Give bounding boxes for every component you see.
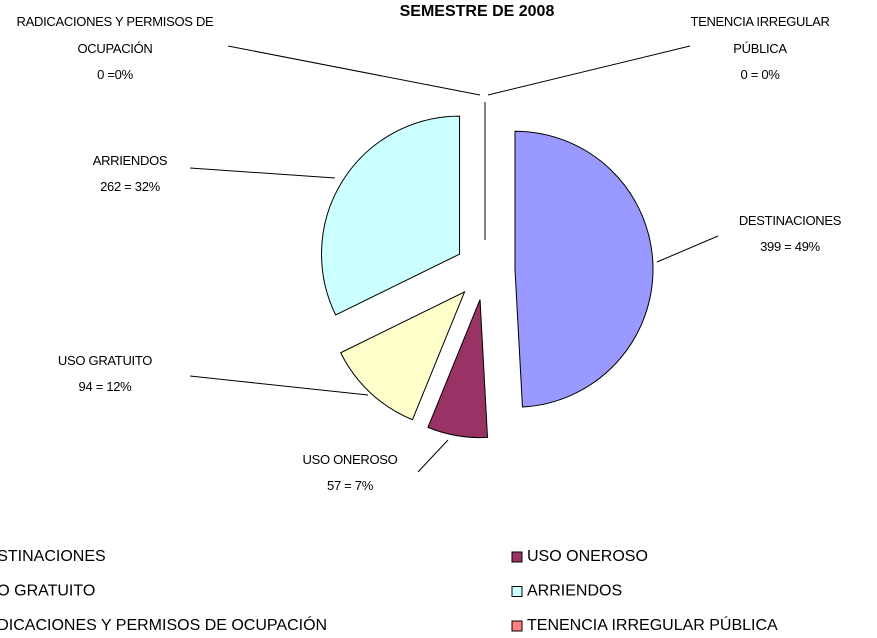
data-label-name: ARRIENDOS [92, 153, 168, 168]
leader-line [417, 439, 449, 473]
data-label-name: DESTINACIONES [738, 213, 842, 228]
pie-slice [321, 115, 461, 316]
leader-line [227, 45, 481, 96]
legend-label: ARRIENDOS [527, 583, 622, 600]
leader-line [189, 375, 369, 396]
legend-swatch [511, 551, 523, 563]
legend-label: RADICACIONES Y PERMISOS DE OCUPACIÓN [0, 615, 327, 634]
data-label-value: 0 = 0% [740, 67, 780, 82]
data-label: DESTINACIONES 399 = 49% [720, 207, 860, 260]
legend-swatch [511, 586, 523, 597]
pie-slice [340, 290, 466, 421]
leader-line [487, 45, 691, 96]
pie-slice [427, 299, 489, 439]
legend-swatch [511, 620, 523, 632]
data-label-name: RADICACIONES Y PERMISOS DE OCUPACIÓN [16, 14, 214, 56]
leader-line [189, 167, 336, 179]
data-label: RADICACIONES Y PERMISOS DE OCUPACIÓN 0 =0… [0, 8, 230, 88]
data-label-value: 57 = 7% [327, 478, 373, 493]
data-label-value: 262 = 32% [100, 179, 160, 194]
data-label: ARRIENDOS 262 = 32% [70, 147, 190, 200]
chart-title: SEMESTRE DE 2008 [400, 3, 555, 20]
leader-lines [189, 45, 719, 473]
data-label-value: 399 = 49% [760, 239, 820, 254]
data-label-name: USO ONEROSO [302, 452, 398, 467]
pie-slice [514, 130, 654, 408]
leader-line [656, 235, 719, 263]
data-label: USO GRATUITO 94 = 12% [40, 347, 170, 400]
data-label-value: 0 =0% [97, 67, 133, 82]
data-label-value: 94 = 12% [78, 379, 132, 394]
legend-label: USO ONEROSO [527, 548, 648, 565]
data-label: USO ONEROSO 57 = 7% [290, 446, 410, 499]
legend-label: USO GRATUITO [0, 583, 95, 600]
data-label: TENENCIA IRREGULAR PÚBLICA 0 = 0% [680, 8, 840, 88]
legend-label: TENENCIA IRREGULAR PÚBLICA [527, 615, 778, 634]
data-label-name: TENENCIA IRREGULAR PÚBLICA [690, 14, 830, 56]
data-label-name: USO GRATUITO [57, 353, 153, 368]
legend-label: DESTINACIONES [0, 548, 106, 565]
